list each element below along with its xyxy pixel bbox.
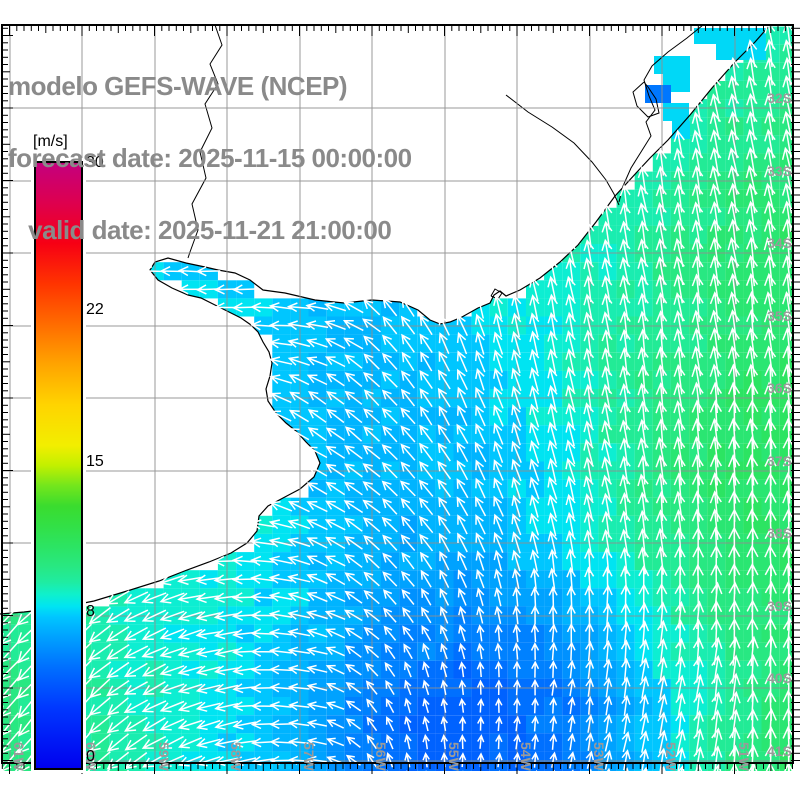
axis-ticks	[1, 25, 800, 774]
land	[0, 25, 770, 614]
lat-label: 39S	[767, 598, 792, 614]
colorbar-tick-label: 30	[86, 154, 104, 171]
colorbar-unit-label: [m/s]	[33, 133, 68, 150]
lon-label: 52W	[663, 742, 679, 771]
lon-label: 61W	[11, 742, 27, 771]
forecast-date: forecast date: 2025-11-15 00:00:00	[8, 143, 412, 173]
lon-label: 59W	[156, 742, 172, 771]
lat-label: 40S	[767, 670, 792, 686]
lon-label: 51W	[736, 742, 752, 771]
lat-label: 34S	[767, 235, 792, 251]
colorbar	[31, 158, 86, 773]
model-title: modelo GEFS-WAVE (NCEP)	[8, 71, 348, 101]
lat-label: 35S	[767, 308, 792, 324]
map-frame	[1, 24, 794, 764]
lon-label: 57W	[301, 742, 317, 771]
lon-label: 55W	[446, 742, 462, 771]
lon-label: 56W	[373, 742, 389, 771]
lat-label: 36S	[767, 380, 792, 396]
colorbar-tick-label: 8	[86, 603, 95, 620]
lon-label: 54W	[518, 742, 534, 771]
lat-label: 38S	[767, 525, 792, 541]
title-block: modelo GEFS-WAVE (NCEP) forecast date: 2…	[8, 26, 412, 290]
colorbar-tick-label: 0	[86, 748, 95, 765]
lat-label: 41S	[767, 743, 792, 759]
lon-label: 53W	[591, 742, 607, 771]
lat-label: 37S	[767, 453, 792, 469]
colorbar-tick-label: 22	[86, 301, 104, 318]
colorbar-tick-label: 15	[86, 453, 104, 470]
lat-label: 32S	[767, 90, 792, 106]
rivers-and-lagoons	[187, 24, 704, 300]
lon-label: 58W	[228, 742, 244, 771]
lat-label: 33S	[767, 163, 792, 179]
valid-date: valid date: 2025-11-21 21:00:00	[8, 215, 392, 245]
